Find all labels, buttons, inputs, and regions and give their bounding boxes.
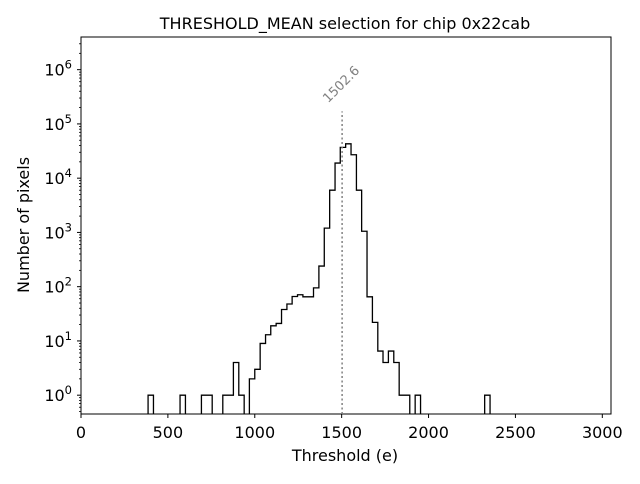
mean-value-label: 1502.6 [320,63,363,106]
x-axis: 0 500 1000 1500 2000 2500 3000 [76,414,623,442]
histogram-step [248,143,411,414]
y-tick-label: 100 [44,383,72,405]
histogram-step [147,394,155,414]
histogram-step [484,394,491,414]
x-tick-label: 1500 [321,423,362,442]
y-tick-label: 104 [44,166,72,188]
axes-frame [80,36,612,415]
histogram-step [200,394,213,414]
x-tick-label: 1000 [234,423,275,442]
chart-title: THRESHOLD_MEAN selection for chip 0x22ca… [159,14,530,34]
x-tick-label: 2000 [408,423,449,442]
y-tick-label: 101 [44,329,72,351]
y-axis: 100 101 102 103 104 105 106 [44,43,81,412]
y-tick-label: 105 [44,112,72,134]
y-tick-label: 103 [44,220,72,242]
histogram-step [222,361,245,414]
mean-annotation: 1502.6 [320,63,363,414]
histogram-series [147,143,491,414]
y-axis-label: Number of pixels [14,157,33,293]
x-axis-label: Threshold (e) [291,446,398,465]
x-tick-label: 3000 [582,423,623,442]
x-tick-label: 0 [76,423,86,442]
y-tick-label: 106 [44,58,72,80]
x-tick-label: 500 [153,423,184,442]
y-tick-label: 102 [44,275,72,297]
x-tick-label: 2500 [495,423,536,442]
histogram-step [179,394,187,414]
plot-frame [80,36,612,415]
histogram-step [414,394,422,414]
